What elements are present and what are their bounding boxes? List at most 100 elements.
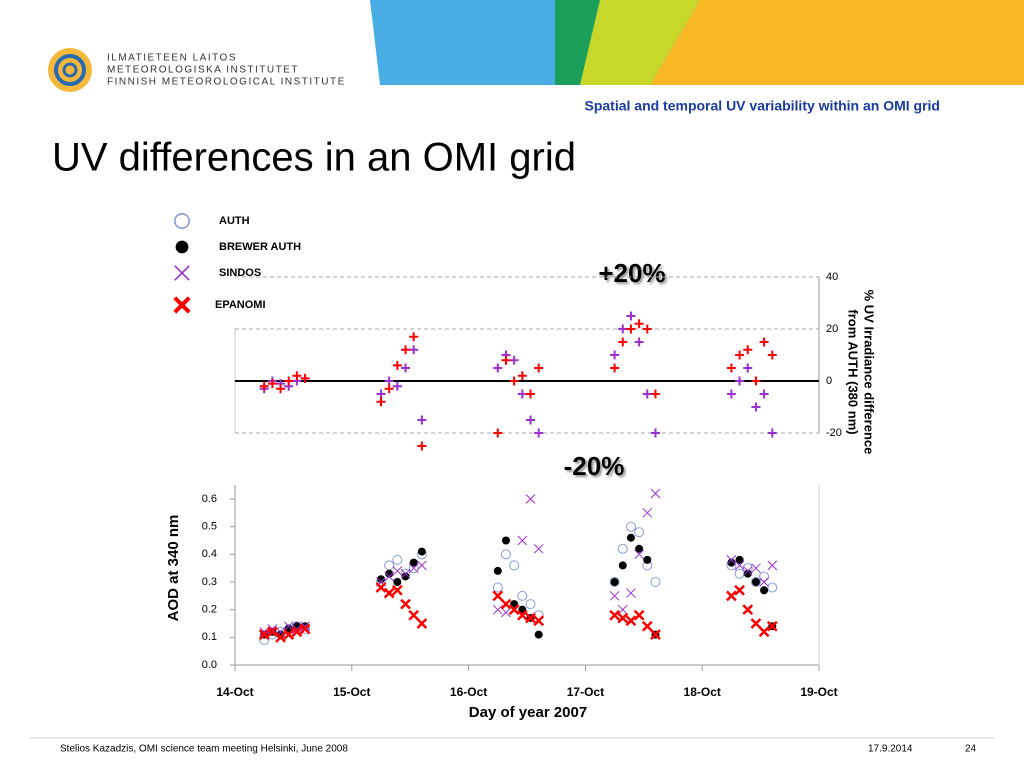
point <box>610 350 620 360</box>
point <box>525 612 536 624</box>
logo <box>48 48 92 92</box>
point <box>417 560 427 571</box>
marker <box>375 582 387 593</box>
point <box>526 389 536 399</box>
marker <box>292 371 302 381</box>
marker <box>409 558 418 567</box>
point <box>751 563 761 574</box>
marker <box>492 604 503 615</box>
point <box>726 363 736 373</box>
point <box>759 577 769 587</box>
marker <box>384 571 395 582</box>
annotation: +20% <box>598 258 665 288</box>
x-axis-label: Day of year 2007 <box>469 704 587 721</box>
point <box>525 494 536 504</box>
marker <box>751 402 761 412</box>
point <box>267 379 277 389</box>
point <box>258 629 270 640</box>
marker <box>416 618 428 629</box>
point <box>617 612 629 624</box>
point <box>642 507 653 518</box>
point <box>735 350 745 360</box>
marker <box>743 363 753 373</box>
point <box>650 577 661 587</box>
x-tick-label: 18-Oct <box>684 685 721 699</box>
marker <box>259 626 270 637</box>
marker <box>300 373 310 383</box>
point <box>626 533 635 542</box>
point <box>734 568 745 579</box>
marker <box>735 350 745 360</box>
org-line: METEOROLOGISKA INSTITUTET <box>107 65 299 76</box>
point <box>384 571 395 582</box>
marker <box>617 604 628 615</box>
point <box>533 543 544 554</box>
y-tick-label: 0.5 <box>202 521 217 533</box>
point <box>517 535 528 546</box>
header-band-orange <box>650 0 1024 85</box>
marker <box>734 584 745 596</box>
marker <box>384 560 395 571</box>
point <box>642 324 652 334</box>
point <box>500 598 512 610</box>
point <box>291 626 303 638</box>
point <box>375 582 387 593</box>
marker <box>525 612 536 624</box>
y2-tick-label: 20 <box>826 323 838 335</box>
point <box>742 566 753 576</box>
point <box>743 345 753 355</box>
point <box>401 345 411 355</box>
y-tick-label: 0.6 <box>202 493 217 505</box>
marker <box>626 588 636 598</box>
marker <box>408 563 419 574</box>
marker <box>267 379 277 389</box>
point <box>517 590 528 601</box>
marker <box>516 609 528 621</box>
marker <box>509 376 519 386</box>
point <box>377 575 385 584</box>
point <box>275 631 286 643</box>
marker <box>634 319 644 329</box>
point <box>634 337 644 347</box>
marker <box>625 615 637 627</box>
marker <box>743 569 752 578</box>
marker <box>533 543 544 554</box>
marker <box>609 609 620 621</box>
slide-title: UV differences in an OMI grid <box>52 136 576 180</box>
marker <box>533 615 545 627</box>
marker <box>493 566 502 575</box>
point <box>534 363 544 373</box>
marker <box>609 577 620 587</box>
point <box>284 376 294 386</box>
marker <box>526 415 536 425</box>
point <box>276 384 286 394</box>
marker <box>610 578 619 586</box>
point <box>259 381 269 391</box>
marker <box>174 265 190 281</box>
x-tick-label: 17-Oct <box>567 685 604 699</box>
point <box>650 389 660 399</box>
point <box>509 355 519 365</box>
point <box>283 629 295 640</box>
x-tick-label: 19-Oct <box>800 685 837 699</box>
marker <box>534 363 544 373</box>
marker <box>501 536 510 545</box>
point <box>759 389 769 399</box>
logo-ring <box>62 62 78 78</box>
point <box>300 621 310 632</box>
logo-ring <box>54 54 86 86</box>
marker <box>534 630 543 639</box>
marker <box>767 428 777 438</box>
point <box>517 371 527 381</box>
marker <box>408 609 420 621</box>
marker <box>751 376 761 386</box>
point <box>409 558 418 567</box>
point <box>609 609 620 621</box>
point <box>400 598 411 610</box>
marker <box>377 575 385 584</box>
marker <box>735 376 745 386</box>
point <box>492 582 503 593</box>
point <box>625 615 637 627</box>
marker <box>283 621 294 632</box>
header-subtitle: Spatial and temporal UV variability with… <box>584 98 940 114</box>
